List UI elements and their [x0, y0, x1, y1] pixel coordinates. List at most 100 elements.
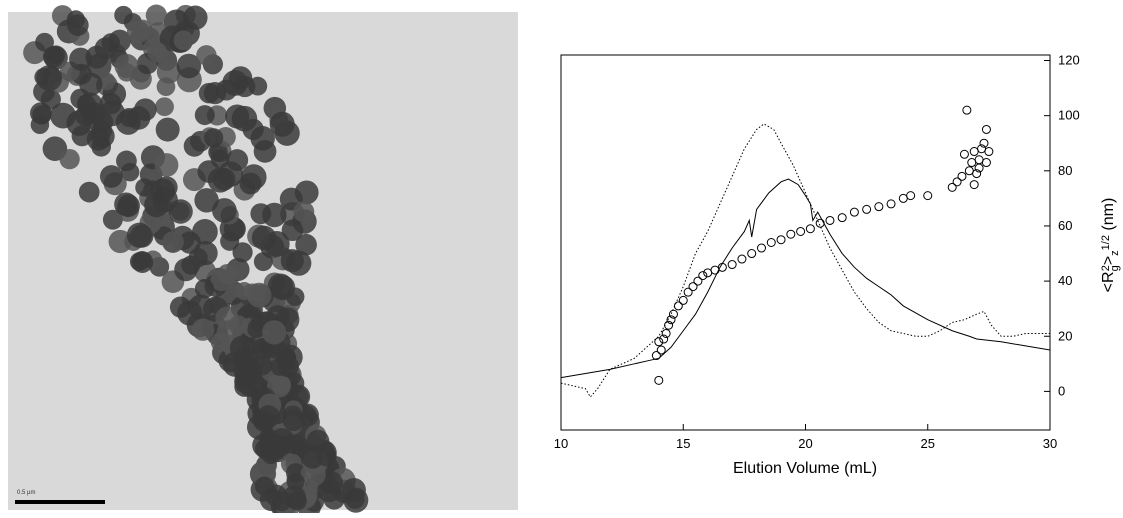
data-point [974, 155, 984, 165]
particle [92, 111, 114, 133]
data-point [747, 249, 757, 259]
particle [99, 165, 123, 188]
particle [191, 318, 215, 341]
y2-label-part: g [1109, 265, 1121, 271]
data-point [898, 193, 908, 203]
particle [126, 106, 151, 130]
data-point [796, 226, 806, 236]
data-point [786, 229, 796, 239]
particle [281, 219, 304, 242]
data-point [962, 105, 972, 115]
particle [217, 263, 238, 285]
data-point [906, 191, 916, 201]
y2-tick-label: 20 [1058, 328, 1072, 343]
data-point [727, 260, 737, 270]
data-point [659, 334, 669, 344]
particle [295, 233, 317, 256]
data-point [984, 147, 994, 157]
particle [169, 296, 192, 318]
particle [300, 461, 326, 487]
particle [204, 128, 224, 148]
particle [162, 231, 184, 254]
particle [269, 428, 295, 454]
particle [259, 488, 283, 512]
data-point [964, 166, 974, 176]
particle [173, 30, 194, 51]
x-tick-label: 25 [921, 436, 935, 451]
particle [66, 14, 89, 36]
y2-tick-label: 60 [1058, 218, 1072, 233]
x-tick-label: 10 [554, 436, 568, 451]
data-point [979, 138, 989, 148]
y2-tick-label: 40 [1058, 273, 1072, 288]
particle [306, 429, 330, 453]
particle [293, 201, 315, 223]
data-point [654, 337, 664, 347]
data-point [654, 375, 664, 385]
particle [117, 62, 136, 82]
particle [99, 92, 122, 115]
data-point [710, 265, 720, 275]
data-point [661, 328, 671, 338]
particle [285, 287, 305, 307]
y2-tick-label: 80 [1058, 163, 1072, 178]
data-point [683, 287, 693, 297]
data-point [776, 235, 786, 245]
data-point [693, 276, 703, 286]
particle [174, 258, 198, 282]
trace-line [560, 178, 1051, 379]
particle [101, 33, 121, 52]
particle [345, 489, 365, 509]
y2-label-part: 1/2 [1100, 235, 1112, 250]
micrograph [8, 4, 518, 518]
particle [176, 53, 202, 79]
particle [262, 202, 287, 228]
data-point [923, 191, 933, 201]
particle [42, 46, 65, 68]
data-point [981, 124, 991, 134]
data-point [886, 199, 896, 209]
data-point [957, 171, 967, 181]
particle [286, 250, 312, 276]
particle [252, 355, 273, 376]
y2-axis-label: <Rg2>z1/2 (nm) [1100, 198, 1121, 293]
data-point [969, 180, 979, 190]
particle [194, 279, 215, 299]
particle [194, 105, 215, 126]
particle [286, 472, 305, 491]
scale-bar-label: 0.5 µm [17, 490, 35, 496]
y2-tick-label: 120 [1058, 53, 1080, 68]
particle [126, 20, 150, 44]
particle [116, 150, 137, 172]
particle [248, 76, 268, 96]
y2-label-part: z [1109, 250, 1121, 256]
particle [269, 111, 295, 137]
data-point [967, 158, 977, 168]
y2-label-part: 2 [1100, 265, 1112, 271]
data-point [959, 149, 969, 159]
particle [323, 487, 345, 510]
data-point [766, 238, 776, 247]
data-point [703, 268, 713, 278]
particle [226, 149, 249, 172]
particle [212, 198, 237, 223]
particle [225, 104, 250, 129]
particle [215, 306, 239, 330]
particle [240, 164, 267, 190]
y2-label-part: <R [1100, 271, 1117, 292]
data-point [952, 177, 962, 187]
particle [194, 188, 219, 213]
data-point [974, 163, 984, 173]
y2-label-part: (nm) [1100, 198, 1117, 235]
particle [196, 45, 217, 66]
particle [155, 117, 180, 142]
data-point [837, 213, 847, 223]
data-point [666, 315, 676, 325]
data-point [678, 295, 688, 305]
particle [253, 410, 275, 432]
x-axis-label: Elution Volume (mL) [733, 460, 877, 477]
particle [36, 65, 63, 92]
particle [145, 4, 167, 26]
